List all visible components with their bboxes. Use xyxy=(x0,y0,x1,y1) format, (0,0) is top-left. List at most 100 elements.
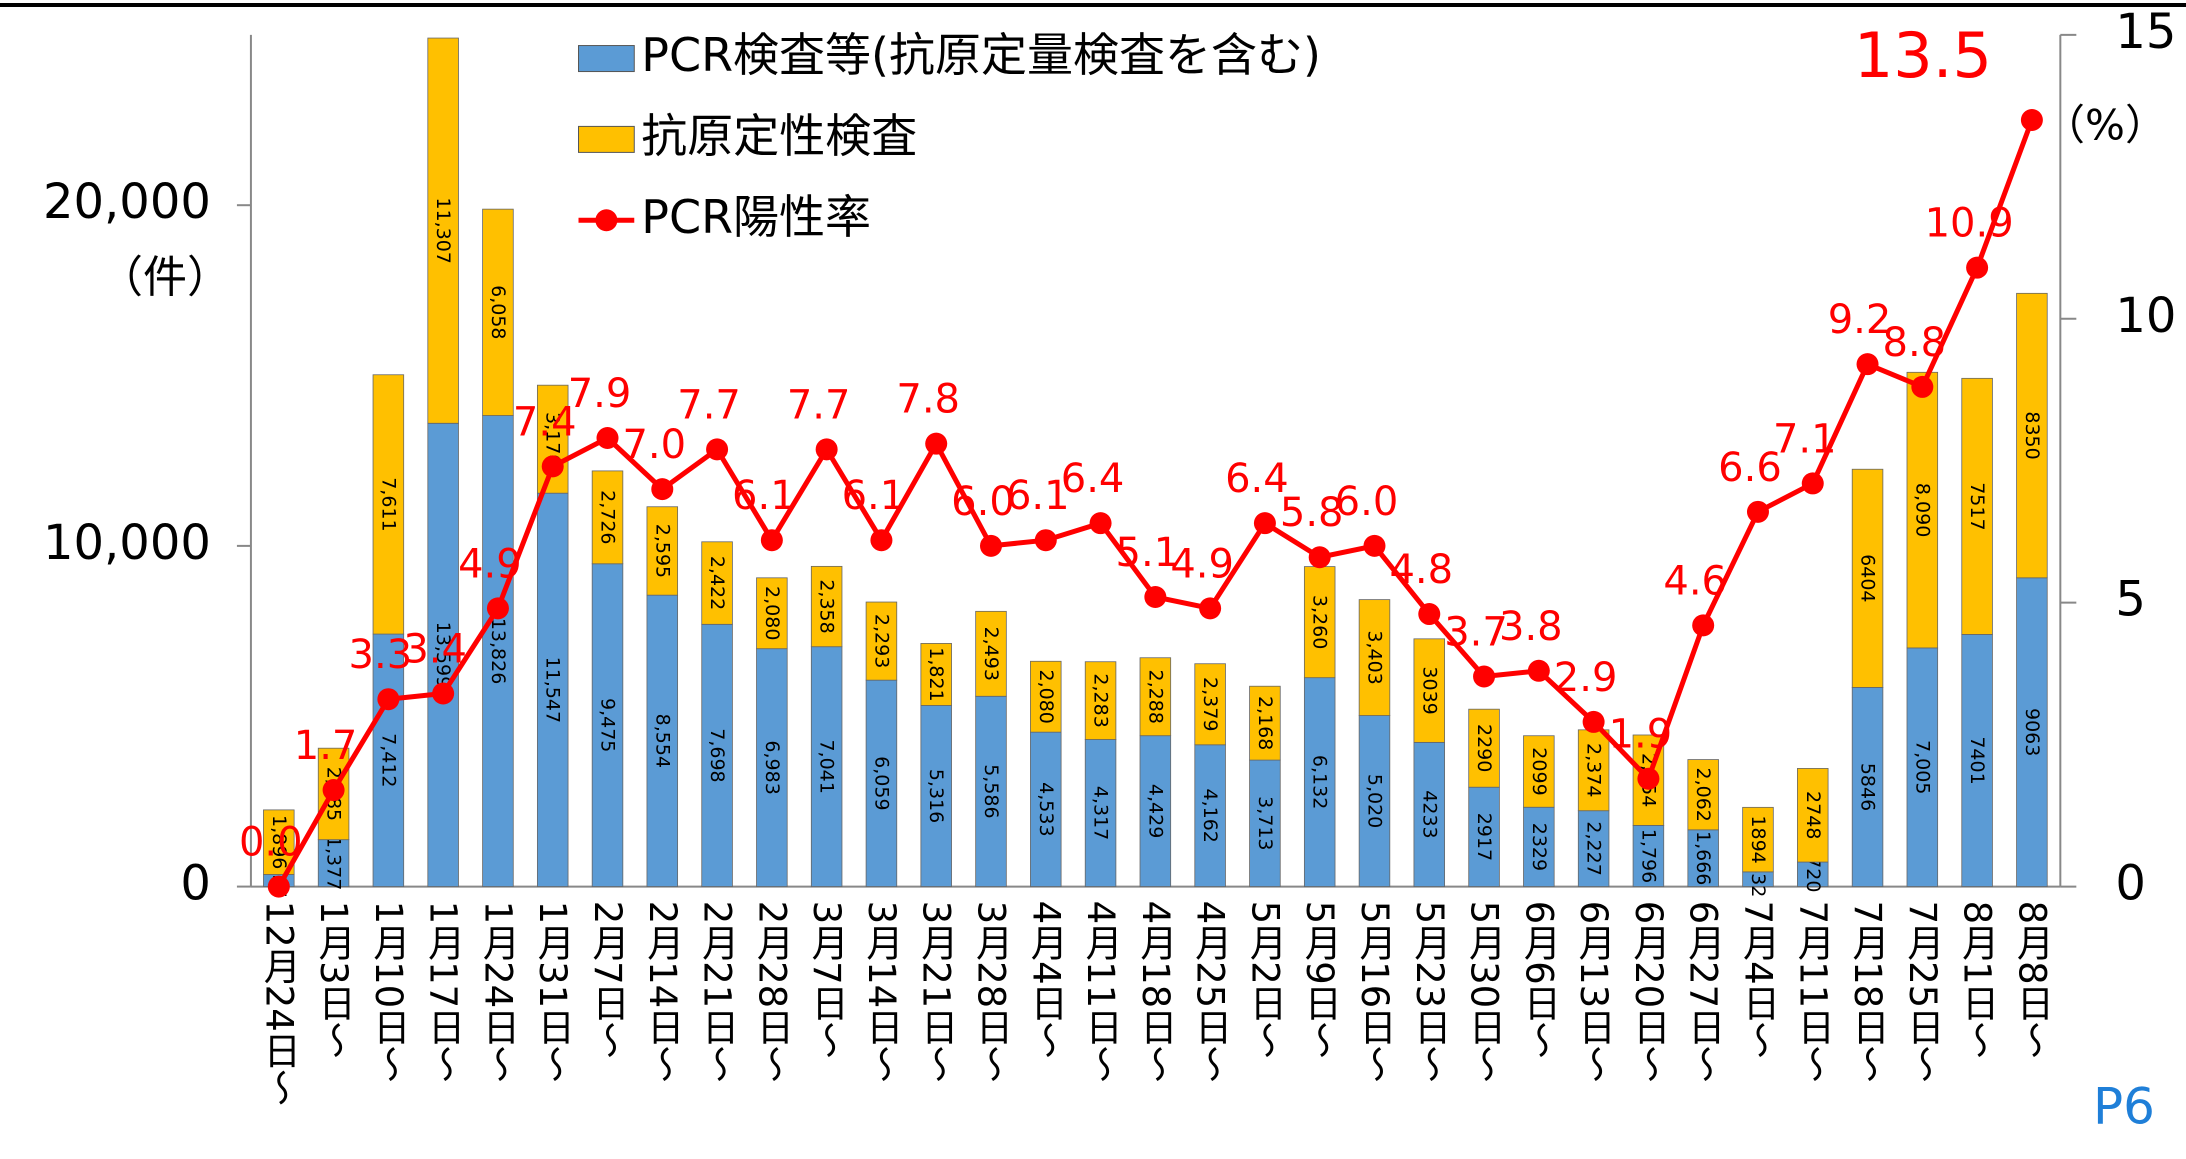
bar-value-label: 2,493 xyxy=(980,627,1002,681)
bar-segment xyxy=(1030,731,1062,887)
rate-marker xyxy=(1199,597,1222,620)
x-tick-label: 12月24日～ xyxy=(257,901,300,1106)
page-label: P6 xyxy=(2093,1078,2155,1136)
rate-value-label: 6.6 xyxy=(1718,445,1782,491)
bar-segment xyxy=(865,679,898,887)
rate-marker xyxy=(979,534,1002,557)
bar-value-label: 3,260 xyxy=(1309,595,1331,649)
bar-value-label: 2290 xyxy=(1473,724,1495,772)
x-tick-label: 8月8日～ xyxy=(2010,901,2053,1059)
bar-segment xyxy=(372,374,405,635)
legend-label: PCR陽性率 xyxy=(641,190,871,244)
rate-marker xyxy=(760,529,783,552)
bar-value-label: 8,554 xyxy=(651,714,673,768)
rate-value-label: 4.6 xyxy=(1663,558,1727,604)
bar-segment xyxy=(1468,786,1500,887)
bar-segment xyxy=(482,208,514,416)
bar-segment xyxy=(427,422,459,887)
x-tick-label: 2月14日～ xyxy=(641,901,684,1083)
bar-segment xyxy=(646,506,679,596)
x-tick-label: 6月20日～ xyxy=(1627,901,1670,1083)
bar-value-label: 2,358 xyxy=(816,579,838,633)
bar-segment xyxy=(810,565,843,648)
bar-segment xyxy=(1523,735,1555,808)
legend-label: PCR検査等(抗原定量検査を含む) xyxy=(641,28,1321,82)
bar-value-label: 4,162 xyxy=(1199,788,1221,842)
legend-label: 抗原定性検査 xyxy=(641,109,917,163)
rate-value-label: 8.8 xyxy=(1883,320,1947,366)
bar-value-label: 2,227 xyxy=(1583,821,1605,875)
rate-value-label: 7.0 xyxy=(622,422,686,468)
legend-marker xyxy=(595,209,618,232)
bar-segment xyxy=(701,541,733,625)
rate-marker xyxy=(815,438,838,461)
x-tick-label: 1月10日～ xyxy=(367,901,410,1083)
rate-value-label: 3.7 xyxy=(1444,609,1508,655)
bar-value-label: 2,726 xyxy=(597,490,619,544)
rate-value-label: 13.5 xyxy=(1854,19,1992,92)
rate-marker xyxy=(267,875,290,898)
x-tick-label: 2月7日～ xyxy=(586,901,629,1059)
rate-value-label: 7.7 xyxy=(677,382,741,428)
x-tick-label: 2月28日～ xyxy=(750,901,793,1083)
bar-value-label: 3,403 xyxy=(1363,630,1385,684)
bar-value-label: 6,132 xyxy=(1309,755,1331,809)
x-tick-label: 1月24日～ xyxy=(476,901,519,1083)
bar-segment xyxy=(975,610,1007,697)
rate-marker xyxy=(1582,710,1605,733)
bar-value-label: 1,896 xyxy=(268,815,290,869)
rate-marker xyxy=(1637,767,1660,790)
rate-marker xyxy=(1144,585,1167,608)
rate-value-label: 2.9 xyxy=(1554,655,1618,701)
rate-marker xyxy=(1089,512,1112,535)
bar-value-label: 1,666 xyxy=(1692,831,1714,885)
rate-value-label: 9.2 xyxy=(1828,297,1892,343)
bar-value-label: 2099 xyxy=(1528,747,1550,795)
x-tick-label: 5月2日～ xyxy=(1243,901,1286,1059)
rate-value-label: 7.4 xyxy=(513,399,577,445)
bar-value-label: 2,168 xyxy=(1254,696,1276,750)
bar-segment xyxy=(1139,657,1172,737)
y2-tick-label: 15 xyxy=(2115,4,2176,60)
x-tick-label: 7月25日～ xyxy=(1901,901,1944,1083)
y2-tick-label: 5 xyxy=(2115,572,2146,628)
x-tick-label: 8月1日～ xyxy=(1956,901,1999,1059)
bar-value-label: 7517 xyxy=(1966,482,1988,530)
bar-value-label: 13,826 xyxy=(487,618,509,684)
bar-segment xyxy=(2016,292,2048,579)
bar-value-label: 7,412 xyxy=(377,733,399,787)
bar-value-label: 7,041 xyxy=(816,739,838,793)
bar-value-label: 5846 xyxy=(1857,763,1879,811)
bar-segment xyxy=(1797,768,1829,863)
rate-marker xyxy=(432,682,455,705)
bar-segment xyxy=(1139,735,1172,887)
bar-segment xyxy=(975,695,1007,887)
bar-value-label: 7,698 xyxy=(706,728,728,782)
bar-value-label: 720 xyxy=(1802,856,1824,892)
bar-value-label: 2,062 xyxy=(1692,767,1714,821)
bar-value-label: 8,090 xyxy=(1911,483,1933,537)
bar-segment xyxy=(1961,634,1993,887)
bar-value-label: 2,595 xyxy=(651,524,673,578)
rate-value-label: 6.0 xyxy=(951,479,1015,525)
rate-marker xyxy=(322,779,345,802)
x-tick-label: 4月11日～ xyxy=(1079,901,1122,1083)
legend-swatch xyxy=(578,45,635,73)
bar-value-label: 7,005 xyxy=(1911,740,1933,794)
rate-marker xyxy=(1966,256,1989,279)
bar-segment xyxy=(1687,759,1719,831)
rate-value-label: 1.9 xyxy=(1609,712,1673,758)
bar-segment xyxy=(1249,685,1281,761)
rate-value-label: 5.1 xyxy=(1116,530,1180,576)
rate-marker xyxy=(651,478,674,501)
rate-marker xyxy=(706,438,729,461)
rate-marker xyxy=(596,427,619,450)
bar-value-label: 1,796 xyxy=(1637,829,1659,883)
x-tick-label: 7月11日～ xyxy=(1791,901,1834,1083)
bar-value-label: 3039 xyxy=(1418,666,1440,714)
bar-segment xyxy=(756,577,788,650)
bar-segment xyxy=(1303,677,1336,887)
rate-value-label: 1.7 xyxy=(294,723,358,769)
bar-value-label: 6,059 xyxy=(870,756,892,810)
bar-value-label: 2,374 xyxy=(1583,743,1605,797)
